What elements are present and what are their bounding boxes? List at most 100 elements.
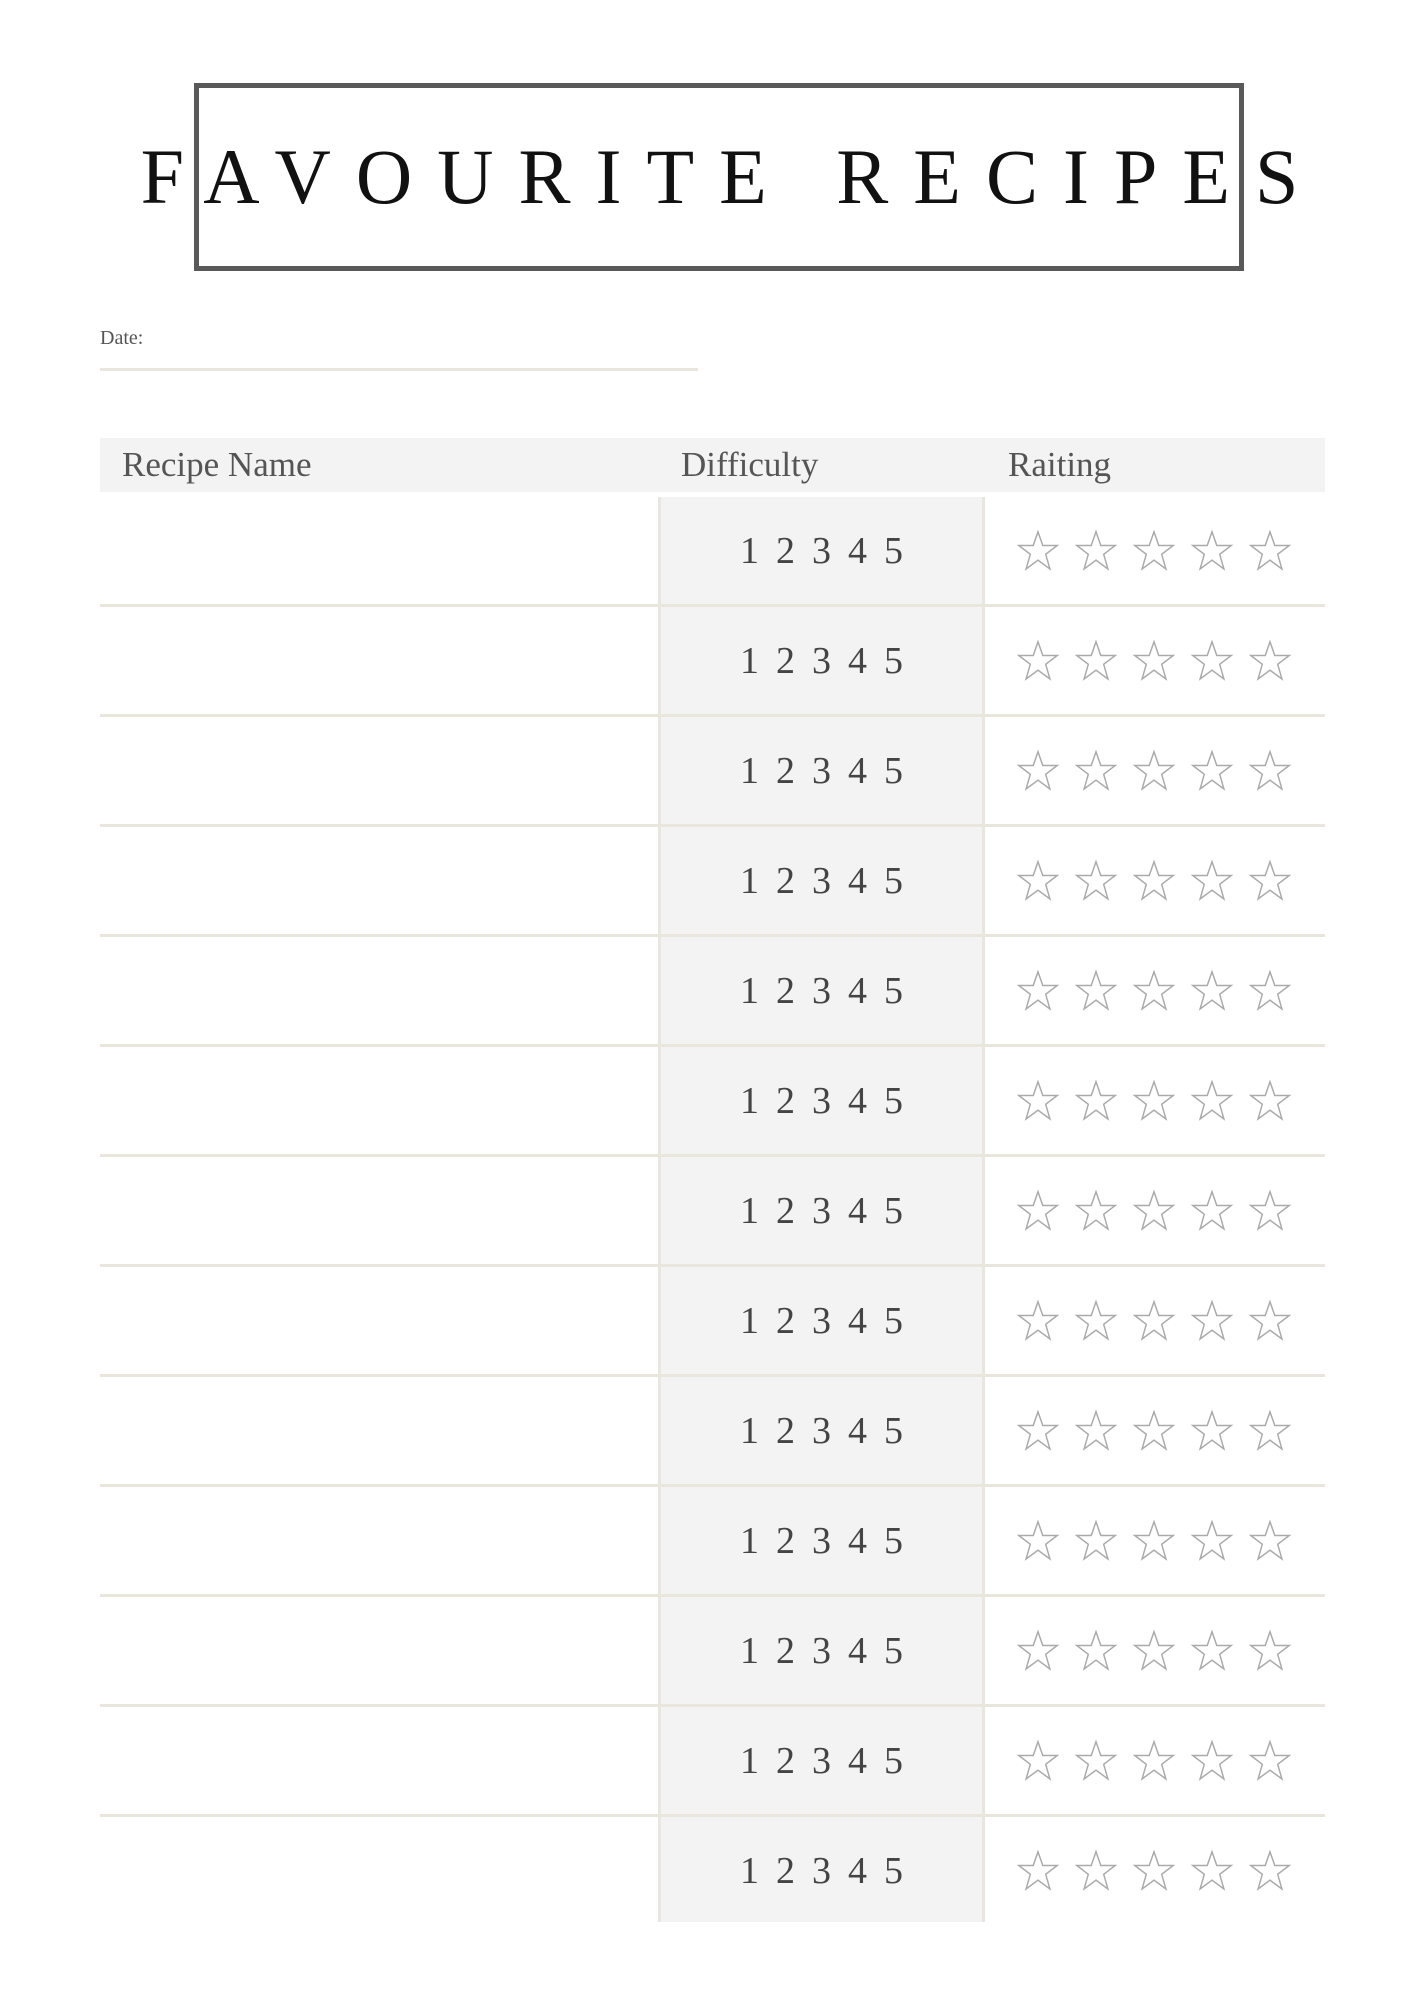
difficulty-option[interactable]: 3 [812,859,831,902]
difficulty-option[interactable]: 1 [740,1739,759,1782]
difficulty-option[interactable]: 2 [776,969,795,1012]
recipe-name-field[interactable] [100,1377,655,1484]
star-outline-icon[interactable] [1016,1189,1060,1233]
star-outline-icon[interactable] [1190,1079,1234,1123]
difficulty-option[interactable]: 2 [776,859,795,902]
star-outline-icon[interactable] [1132,1739,1176,1783]
difficulty-option[interactable]: 5 [884,1739,903,1782]
star-outline-icon[interactable] [1016,859,1060,903]
star-outline-icon[interactable] [1248,1079,1292,1123]
star-outline-icon[interactable] [1074,1739,1118,1783]
difficulty-option[interactable]: 5 [884,1629,903,1672]
difficulty-option[interactable]: 4 [848,859,867,902]
difficulty-option[interactable]: 4 [848,1189,867,1232]
difficulty-option[interactable]: 5 [884,749,903,792]
star-outline-icon[interactable] [1016,529,1060,573]
difficulty-option[interactable]: 4 [848,1519,867,1562]
difficulty-option[interactable]: 3 [812,1519,831,1562]
difficulty-option[interactable]: 2 [776,1079,795,1122]
difficulty-option[interactable]: 3 [812,1409,831,1452]
difficulty-option[interactable]: 4 [848,1849,867,1892]
star-outline-icon[interactable] [1016,1519,1060,1563]
star-outline-icon[interactable] [1132,1519,1176,1563]
star-outline-icon[interactable] [1074,1519,1118,1563]
difficulty-option[interactable]: 4 [848,1629,867,1672]
difficulty-option[interactable]: 3 [812,1299,831,1342]
star-outline-icon[interactable] [1190,639,1234,683]
difficulty-option[interactable]: 5 [884,1409,903,1452]
star-outline-icon[interactable] [1190,1629,1234,1673]
star-outline-icon[interactable] [1074,1189,1118,1233]
difficulty-option[interactable]: 4 [848,1739,867,1782]
difficulty-option[interactable]: 4 [848,749,867,792]
difficulty-option[interactable]: 5 [884,859,903,902]
recipe-name-field[interactable] [100,1487,655,1594]
star-outline-icon[interactable] [1190,1409,1234,1453]
difficulty-option[interactable]: 1 [740,859,759,902]
difficulty-option[interactable]: 3 [812,749,831,792]
star-outline-icon[interactable] [1190,1849,1234,1893]
star-outline-icon[interactable] [1132,969,1176,1013]
star-outline-icon[interactable] [1016,749,1060,793]
difficulty-option[interactable]: 1 [740,1299,759,1342]
star-outline-icon[interactable] [1248,1519,1292,1563]
star-outline-icon[interactable] [1190,1189,1234,1233]
difficulty-option[interactable]: 2 [776,1409,795,1452]
star-outline-icon[interactable] [1248,749,1292,793]
recipe-name-field[interactable] [100,1047,655,1154]
star-outline-icon[interactable] [1132,1079,1176,1123]
star-outline-icon[interactable] [1132,1299,1176,1343]
recipe-name-field[interactable] [100,1707,655,1814]
star-outline-icon[interactable] [1248,1849,1292,1893]
star-outline-icon[interactable] [1248,1629,1292,1673]
star-outline-icon[interactable] [1074,1629,1118,1673]
difficulty-option[interactable]: 4 [848,1409,867,1452]
star-outline-icon[interactable] [1190,1519,1234,1563]
star-outline-icon[interactable] [1074,1849,1118,1893]
star-outline-icon[interactable] [1074,1079,1118,1123]
star-outline-icon[interactable] [1016,639,1060,683]
recipe-name-field[interactable] [100,1267,655,1374]
star-outline-icon[interactable] [1074,859,1118,903]
difficulty-option[interactable]: 3 [812,1629,831,1672]
difficulty-option[interactable]: 1 [740,1409,759,1452]
difficulty-option[interactable]: 2 [776,1739,795,1782]
star-outline-icon[interactable] [1190,749,1234,793]
star-outline-icon[interactable] [1016,1409,1060,1453]
difficulty-option[interactable]: 5 [884,1299,903,1342]
difficulty-option[interactable]: 4 [848,1079,867,1122]
star-outline-icon[interactable] [1248,1299,1292,1343]
star-outline-icon[interactable] [1132,859,1176,903]
difficulty-option[interactable]: 3 [812,1739,831,1782]
difficulty-option[interactable]: 1 [740,1629,759,1672]
recipe-name-field[interactable] [100,607,655,714]
difficulty-option[interactable]: 1 [740,1079,759,1122]
difficulty-option[interactable]: 3 [812,639,831,682]
difficulty-option[interactable]: 3 [812,529,831,572]
difficulty-option[interactable]: 1 [740,529,759,572]
difficulty-option[interactable]: 4 [848,639,867,682]
star-outline-icon[interactable] [1016,969,1060,1013]
date-field[interactable] [100,368,698,371]
star-outline-icon[interactable] [1074,969,1118,1013]
star-outline-icon[interactable] [1190,1299,1234,1343]
difficulty-option[interactable]: 5 [884,1519,903,1562]
difficulty-option[interactable]: 1 [740,1519,759,1562]
star-outline-icon[interactable] [1248,859,1292,903]
difficulty-option[interactable]: 5 [884,529,903,572]
difficulty-option[interactable]: 3 [812,1079,831,1122]
recipe-name-field[interactable] [100,497,655,604]
star-outline-icon[interactable] [1132,1409,1176,1453]
difficulty-option[interactable]: 2 [776,749,795,792]
difficulty-option[interactable]: 4 [848,529,867,572]
star-outline-icon[interactable] [1248,529,1292,573]
star-outline-icon[interactable] [1016,1079,1060,1123]
difficulty-option[interactable]: 1 [740,639,759,682]
difficulty-option[interactable]: 2 [776,639,795,682]
star-outline-icon[interactable] [1016,1299,1060,1343]
difficulty-option[interactable]: 5 [884,639,903,682]
star-outline-icon[interactable] [1190,969,1234,1013]
star-outline-icon[interactable] [1190,859,1234,903]
difficulty-option[interactable]: 2 [776,1629,795,1672]
difficulty-option[interactable]: 1 [740,969,759,1012]
